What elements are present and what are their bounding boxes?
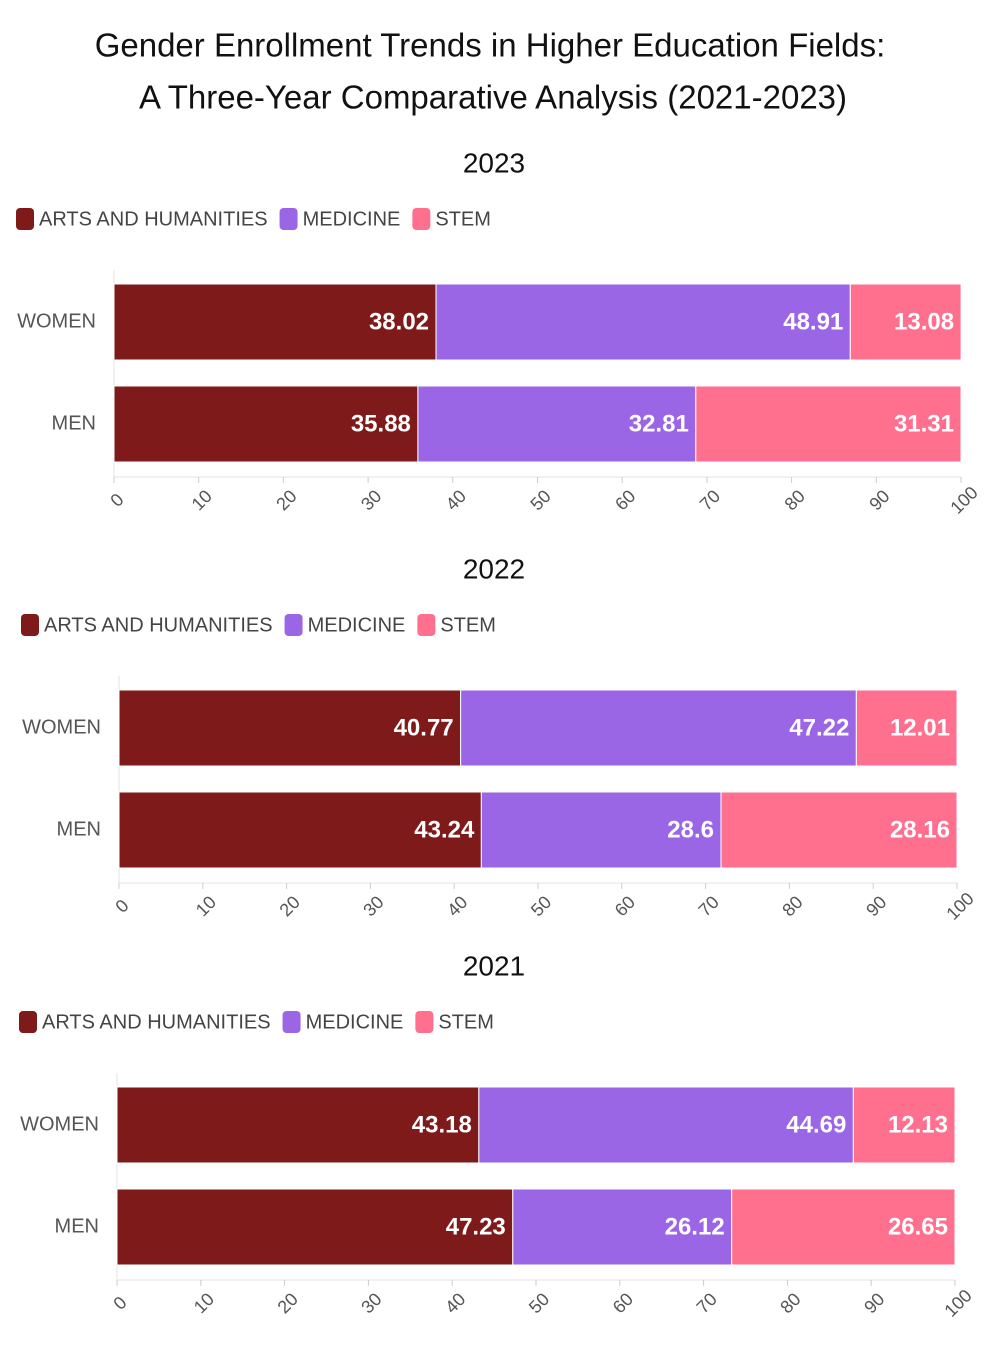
legend-swatch [282,1011,301,1033]
chart-subtitle: 2023 [463,147,525,178]
x-tick-label: 90 [862,892,890,920]
legend-label: STEM [435,208,491,230]
chart-subtitle: 2021 [463,950,525,981]
bar-segment [855,689,958,767]
x-tick-label: 80 [776,1289,804,1317]
x-tick-label: 100 [940,1285,975,1320]
value-label: 38.02 [369,308,429,335]
bar-segment [435,283,851,361]
value-label: 31.31 [894,410,954,437]
legend-swatch [279,208,298,230]
legend-label: ARTS AND HUMANITIES [44,614,273,636]
value-label: 12.13 [888,1111,948,1138]
bar-segment [113,283,437,361]
bar-segment [113,385,419,463]
legend-swatch [417,614,436,636]
value-label: 32.81 [629,410,689,437]
x-tick-label: 60 [609,1289,637,1317]
value-label: 26.12 [665,1213,725,1240]
x-tick-label: 30 [357,1289,385,1317]
value-label: 13.08 [894,308,954,335]
y-tick-label: WOMEN [20,1113,99,1135]
legend-label: STEM [438,1011,494,1033]
legend-swatch [19,1011,37,1033]
y-tick-label: MEN [52,412,96,434]
value-label: 47.22 [789,714,849,741]
x-tick-label: 10 [192,892,220,920]
x-tick-label: 40 [442,486,470,514]
legend-label: MEDICINE [306,1011,404,1033]
bar-segment [720,791,958,869]
chart-subtitle: 2022 [463,553,525,584]
value-label: 26.65 [888,1213,948,1240]
value-label: 35.88 [351,410,411,437]
value-label: 47.23 [446,1213,506,1240]
x-tick-label: 20 [274,1289,302,1317]
x-tick-label: 40 [441,1289,469,1317]
x-tick-label: 10 [188,486,216,514]
x-tick-label: 20 [272,486,300,514]
x-tick-label: 10 [190,1289,218,1317]
legend-swatch [415,1011,434,1033]
bar-segment [480,791,722,869]
y-tick-label: WOMEN [17,310,96,332]
value-label: 12.01 [890,714,950,741]
legend-label: MEDICINE [308,614,406,636]
bar-segment [849,283,962,361]
legend-swatch [21,614,39,636]
bar-segment [478,1086,854,1164]
x-tick-label: 30 [359,892,387,920]
bar-segment [116,1188,514,1266]
bar-segment [695,385,962,463]
x-tick-label: 100 [942,888,977,923]
x-tick-label: 70 [695,892,723,920]
x-tick-label: 70 [693,1289,721,1317]
bar-segment [731,1188,956,1266]
x-tick-label: 80 [778,892,806,920]
value-label: 40.77 [394,714,454,741]
bar-segment [460,689,857,767]
x-tick-label: 30 [357,486,385,514]
page-title: Gender Enrollment Trends in Higher Educa… [95,27,886,64]
value-label: 43.24 [414,816,475,843]
bar-segment [417,385,697,463]
value-label: 48.91 [783,308,843,335]
x-tick-label: 50 [526,486,554,514]
value-label: 44.69 [786,1111,846,1138]
legend-label: MEDICINE [303,208,401,230]
x-tick-label: 70 [696,486,724,514]
x-tick-label: 0 [107,490,128,511]
legend-label: ARTS AND HUMANITIES [39,208,268,230]
x-tick-label: 90 [860,1289,888,1317]
x-tick-label: 40 [443,892,471,920]
x-tick-label: 0 [110,1293,131,1314]
y-tick-label: MEN [57,818,101,840]
legend-swatch [284,614,303,636]
legend-swatch [16,208,34,230]
legend-label: STEM [440,614,496,636]
bar-segment [116,1086,480,1164]
legend-label: ARTS AND HUMANITIES [42,1011,271,1033]
bar-segment [118,791,482,869]
bar-segment [118,689,462,767]
x-tick-label: 60 [611,892,639,920]
x-tick-label: 90 [865,486,893,514]
y-tick-label: WOMEN [22,716,101,738]
y-tick-label: MEN [55,1215,99,1237]
x-tick-label: 50 [527,892,555,920]
x-tick-label: 60 [611,486,639,514]
x-tick-label: 20 [276,892,304,920]
bar-segment [852,1086,956,1164]
legend-swatch [412,208,431,230]
x-tick-label: 0 [112,896,133,917]
x-tick-label: 50 [525,1289,553,1317]
x-tick-label: 80 [781,486,809,514]
x-tick-label: 100 [946,482,981,517]
value-label: 28.6 [667,816,714,843]
value-label: 28.16 [890,816,950,843]
page-title: A Three-Year Comparative Analysis (2021-… [139,79,847,116]
value-label: 43.18 [412,1111,472,1138]
